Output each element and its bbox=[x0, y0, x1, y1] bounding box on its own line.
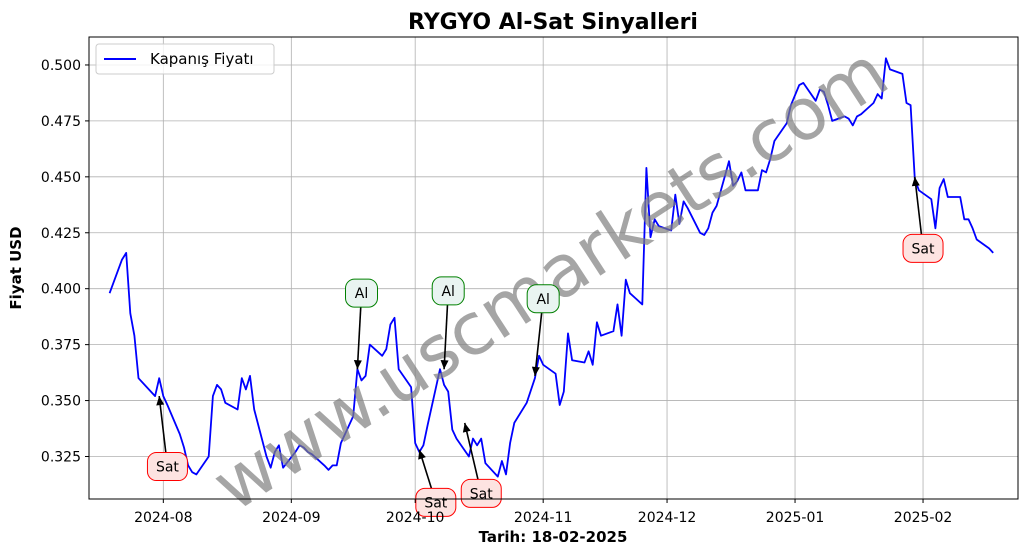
annotation-label: Al bbox=[441, 284, 454, 300]
annotation-box bbox=[431, 276, 465, 306]
annotation-box bbox=[345, 278, 379, 308]
y-tick-label: 0.325 bbox=[41, 449, 81, 465]
annotation-box bbox=[415, 487, 457, 517]
annotation-box bbox=[526, 284, 560, 314]
legend-box bbox=[95, 43, 275, 75]
price-line bbox=[108, 57, 994, 478]
x-tick-label: 2024-09 bbox=[262, 510, 321, 526]
annotation-box bbox=[460, 478, 502, 508]
series-layer bbox=[108, 57, 994, 478]
y-tick-label: 0.375 bbox=[41, 338, 81, 354]
annotation-arrowhead bbox=[353, 360, 362, 370]
annotation-arrow bbox=[443, 304, 449, 370]
annotation-arrow bbox=[534, 312, 543, 377]
annotation-arrowhead bbox=[156, 396, 165, 406]
annotation-arrowhead bbox=[462, 422, 471, 433]
x-tick-label: 2025-02 bbox=[894, 510, 953, 526]
axes: 2024-08 2024-09 2024-10 2024-11 2024-12 2025-… bbox=[41, 58, 952, 526]
y-tick-label: 0.450 bbox=[41, 170, 81, 186]
sell-annotation: Sat bbox=[460, 422, 502, 508]
sell-annotation: Sat bbox=[902, 176, 944, 263]
x-tick-label: 2024-08 bbox=[134, 510, 193, 526]
annotation-box bbox=[902, 233, 944, 263]
y-tick-label: 0.500 bbox=[41, 58, 81, 74]
annotation-label: Sat bbox=[912, 241, 935, 257]
x-tick-label: 2025-01 bbox=[766, 510, 825, 526]
legend-label: Kapanış Fiyatı bbox=[150, 50, 254, 68]
buy-annotation: Al bbox=[345, 278, 379, 370]
annotation-arrow bbox=[913, 176, 923, 235]
annotation-label: Al bbox=[536, 292, 549, 308]
sell-annotation: Sat bbox=[146, 395, 188, 482]
x-axis-label: Tarih: 18-02-2025 bbox=[479, 528, 628, 546]
annotation-arrowhead bbox=[911, 176, 920, 187]
buy-annotation: Al bbox=[526, 284, 560, 377]
annotation-box bbox=[146, 452, 188, 482]
annotation-label: Sat bbox=[424, 495, 447, 511]
annotation-label: Sat bbox=[156, 460, 179, 476]
annotation-arrowhead bbox=[418, 449, 426, 460]
y-tick-label: 0.475 bbox=[41, 114, 81, 130]
x-tick-label: 2024-12 bbox=[638, 510, 697, 526]
x-tick-label: 2024-10 bbox=[386, 510, 445, 526]
annotation-arrowhead bbox=[440, 360, 449, 370]
annotation-arrow bbox=[463, 422, 479, 480]
buy-annotation: Al bbox=[431, 276, 465, 370]
y-axis-label: Fiyat USD bbox=[7, 226, 25, 309]
x-tick-label: 2024-11 bbox=[514, 510, 573, 526]
plot-frame bbox=[88, 36, 1019, 500]
annotation-label: Sat bbox=[470, 486, 493, 502]
chart-title: RYGYO Al-Sat Sinyalleri bbox=[408, 10, 698, 35]
legend: Kapanış Fiyatı bbox=[95, 43, 275, 75]
y-tick-label: 0.400 bbox=[41, 282, 81, 298]
y-tick-label: 0.425 bbox=[41, 226, 81, 242]
annotation-label: Al bbox=[355, 286, 368, 302]
annotation-arrowhead bbox=[531, 366, 540, 376]
annotations: Sat Al Sat Al Sat Al Sat bbox=[146, 176, 944, 517]
annotation-arrow bbox=[158, 395, 167, 453]
annotation-arrow bbox=[356, 307, 362, 370]
y-tick-label: 0.350 bbox=[41, 394, 81, 410]
